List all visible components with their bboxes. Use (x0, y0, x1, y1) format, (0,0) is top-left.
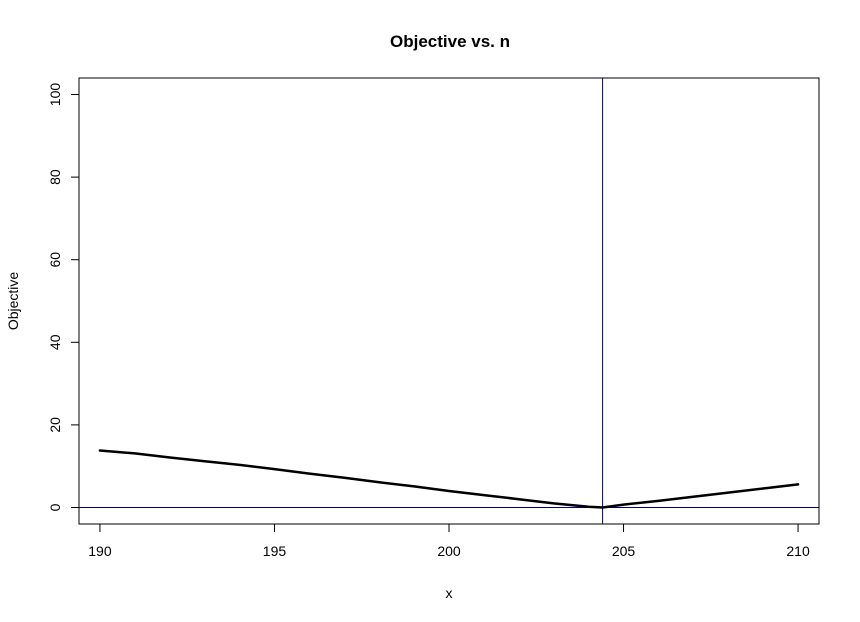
x-tick-label-205: 205 (612, 543, 636, 559)
chart-title: Objective vs. n (390, 32, 510, 51)
plot-area (79, 78, 819, 524)
y-tick-label-100: 100 (47, 83, 63, 107)
x-axis-label: x (446, 585, 453, 601)
x-tick-label-200: 200 (437, 543, 461, 559)
x-tick-label-210: 210 (786, 543, 810, 559)
x-tick-label-195: 195 (263, 543, 287, 559)
y-tick-label-0: 0 (47, 503, 63, 511)
y-tick-label-80: 80 (47, 169, 63, 185)
y-tick-label-60: 60 (47, 252, 63, 268)
x-axis: 190 195 200 205 210 (88, 523, 810, 559)
y-tick-label-40: 40 (47, 334, 63, 350)
x-tick-label-190: 190 (88, 543, 112, 559)
y-axis-label: Objective (5, 272, 21, 331)
series-line-0 (98, 449, 800, 509)
plot-box (78, 77, 820, 525)
y-tick-label-20: 20 (47, 417, 63, 433)
y-axis: 0 20 40 60 80 100 (47, 83, 80, 511)
